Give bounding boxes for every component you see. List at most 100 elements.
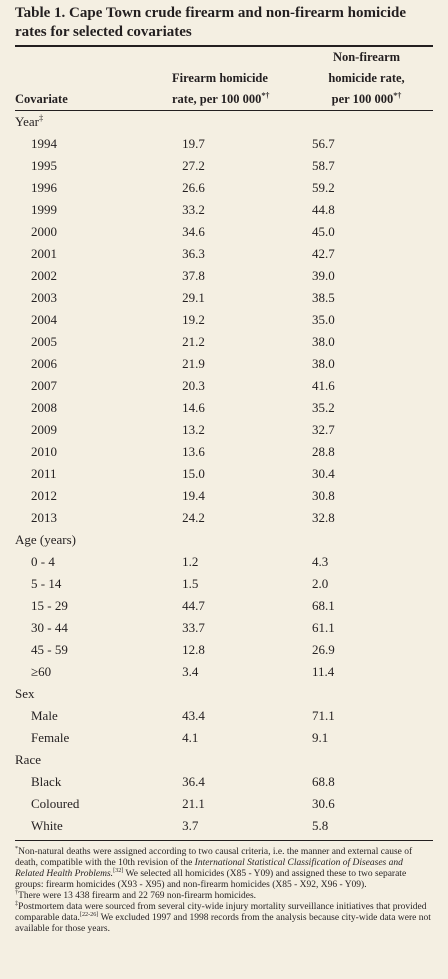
data-row: 2006 21.9 38.0 xyxy=(15,353,433,375)
cell-value: 35.0 xyxy=(312,312,335,327)
row-label: 45 - 59 xyxy=(31,642,68,657)
cell-value: 3.4 xyxy=(182,664,199,679)
data-row: 2001 36.3 42.7 xyxy=(15,243,433,265)
cell-value: 5.8 xyxy=(312,818,329,833)
header-text: Firearm homicide xyxy=(172,71,268,85)
row-label: 1995 xyxy=(31,158,57,173)
header-line: Covariate xyxy=(15,89,165,110)
header-text: rate, per 100 000 xyxy=(172,92,262,106)
cell-value: 30.4 xyxy=(312,466,335,481)
footnote-text: Postmortem data were sourced from severa… xyxy=(15,902,427,923)
cell-value: 44.7 xyxy=(182,598,205,613)
section-label-cell: Year‡ xyxy=(15,111,165,133)
cell-value: 14.6 xyxy=(182,400,205,415)
cell-value: 9.1 xyxy=(312,730,329,745)
footnote-text: * xyxy=(15,845,19,852)
cell-value: 45.0 xyxy=(312,224,335,239)
section-row: Year‡ xyxy=(15,111,433,133)
row-label: 2002 xyxy=(31,268,57,283)
cell-value: 15.0 xyxy=(182,466,205,481)
data-row: White 3.7 5.8 xyxy=(15,815,433,837)
data-row: 2010 13.6 28.8 xyxy=(15,441,433,463)
cell-value: 68.1 xyxy=(312,598,335,613)
data-row: Male 43.4 71.1 xyxy=(15,705,433,727)
column-header: Covariate xyxy=(15,89,165,110)
cell-value: 41.6 xyxy=(312,378,335,393)
cell-value: 68.8 xyxy=(312,774,335,789)
data-row: 1996 26.6 59.2 xyxy=(15,177,433,199)
data-row: 1994 19.7 56.7 xyxy=(15,133,433,155)
cell-value: 32.7 xyxy=(312,422,335,437)
footnote-text: International Statistical Classification… xyxy=(15,858,403,879)
cell-value: 24.2 xyxy=(182,510,205,525)
cell-value: 4.1 xyxy=(182,730,199,745)
row-label: White xyxy=(31,818,63,833)
footnote-text: [32] xyxy=(113,867,124,874)
cell-value: 38.0 xyxy=(312,334,335,349)
cell-value: 21.1 xyxy=(182,796,205,811)
footnote: ‡Postmortem data were sourced from sever… xyxy=(15,901,433,935)
cell-value: 44.8 xyxy=(312,202,335,217)
table-container: Table 1. Cape Town crude firearm and non… xyxy=(15,4,433,935)
row-label: 2000 xyxy=(31,224,57,239)
footnote-text: † xyxy=(15,889,19,896)
column-header: Non-firearm homicide rate, per 100 000*† xyxy=(300,47,433,110)
cell-value: 19.7 xyxy=(182,136,205,151)
section-row: Race xyxy=(15,749,433,771)
row-label: Male xyxy=(31,708,58,723)
cell-value: 35.2 xyxy=(312,400,335,415)
section-label-cell: Sex xyxy=(15,683,165,705)
cell-value: 59.2 xyxy=(312,180,335,195)
section-label: Sex xyxy=(15,686,35,701)
cell-value: 21.2 xyxy=(182,334,205,349)
data-row: 45 - 59 12.8 26.9 xyxy=(15,639,433,661)
header-marker: *† xyxy=(393,90,402,100)
data-row: 2000 34.6 45.0 xyxy=(15,221,433,243)
data-row: 2008 14.6 35.2 xyxy=(15,397,433,419)
table-title: Table 1. Cape Town crude firearm and non… xyxy=(15,4,433,47)
cell-value: 56.7 xyxy=(312,136,335,151)
cell-value: 38.5 xyxy=(312,290,335,305)
row-label: 2013 xyxy=(31,510,57,525)
footnote: *Non-natural deaths were assigned accord… xyxy=(15,845,433,891)
data-row: Coloured 21.1 30.6 xyxy=(15,793,433,815)
cell-value: 2.0 xyxy=(312,576,329,591)
data-row: 30 - 44 33.7 61.1 xyxy=(15,617,433,639)
row-label: 0 - 4 xyxy=(31,554,55,569)
cell-value: 20.3 xyxy=(182,378,205,393)
data-row: Female 4.1 9.1 xyxy=(15,727,433,749)
cell-value: 28.8 xyxy=(312,444,335,459)
cell-value: 61.1 xyxy=(312,620,335,635)
header-text: Non-firearm xyxy=(332,50,401,64)
cell-value: 27.2 xyxy=(182,158,205,173)
row-label: 5 - 14 xyxy=(31,576,62,591)
cell-value: 36.3 xyxy=(182,246,205,261)
row-label: 2012 xyxy=(31,488,57,503)
row-label: Coloured xyxy=(31,796,80,811)
cell-value: 26.9 xyxy=(312,642,335,657)
row-label: Female xyxy=(31,730,70,745)
cell-value: 34.6 xyxy=(182,224,205,239)
footnotes: *Non-natural deaths were assigned accord… xyxy=(15,845,433,935)
footnote-text: We selected all homicides (X85 - Y09) an… xyxy=(15,869,407,890)
row-label: 1999 xyxy=(31,202,57,217)
cell-value: 29.1 xyxy=(182,290,205,305)
data-row: 1999 33.2 44.8 xyxy=(15,199,433,221)
header-marker: *† xyxy=(261,90,270,100)
header-line: per 100 000*† xyxy=(300,89,433,110)
data-row: 2009 13.2 32.7 xyxy=(15,419,433,441)
section-row: Sex xyxy=(15,683,433,705)
row-label: 15 - 29 xyxy=(31,598,68,613)
cell-value: 4.3 xyxy=(312,554,329,569)
section-label-cell: Race xyxy=(15,749,165,771)
table-header: Covariate Firearm homicide rate, per 100 0… xyxy=(15,47,433,111)
row-label: ≥60 xyxy=(31,664,52,679)
cell-value: 19.4 xyxy=(182,488,205,503)
row-label: 2006 xyxy=(31,356,57,371)
row-label: 2004 xyxy=(31,312,57,327)
data-row: 15 - 29 44.7 68.1 xyxy=(15,595,433,617)
row-label: 2008 xyxy=(31,400,57,415)
footnote-text: [22-26] xyxy=(79,911,99,918)
header-line: Non-firearm xyxy=(300,47,433,68)
